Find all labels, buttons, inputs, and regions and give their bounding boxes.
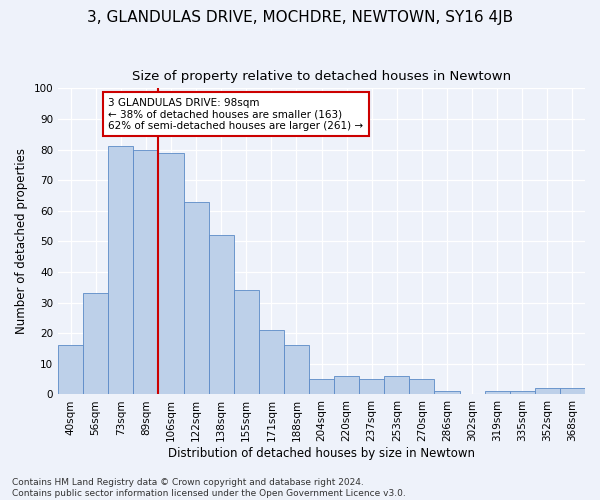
Bar xyxy=(58,346,83,395)
Bar xyxy=(535,388,560,394)
Bar xyxy=(184,202,209,394)
Text: 3, GLANDULAS DRIVE, MOCHDRE, NEWTOWN, SY16 4JB: 3, GLANDULAS DRIVE, MOCHDRE, NEWTOWN, SY… xyxy=(87,10,513,25)
Text: 3 GLANDULAS DRIVE: 98sqm
← 38% of detached houses are smaller (163)
62% of semi-: 3 GLANDULAS DRIVE: 98sqm ← 38% of detach… xyxy=(108,98,364,130)
Bar xyxy=(309,379,334,394)
Y-axis label: Number of detached properties: Number of detached properties xyxy=(15,148,28,334)
Bar xyxy=(158,152,184,394)
Bar xyxy=(485,392,510,394)
Bar xyxy=(334,376,359,394)
Text: Contains HM Land Registry data © Crown copyright and database right 2024.
Contai: Contains HM Land Registry data © Crown c… xyxy=(12,478,406,498)
Bar xyxy=(384,376,409,394)
Bar xyxy=(259,330,284,394)
X-axis label: Distribution of detached houses by size in Newtown: Distribution of detached houses by size … xyxy=(168,447,475,460)
Bar xyxy=(233,290,259,395)
Bar xyxy=(284,346,309,395)
Bar xyxy=(409,379,434,394)
Title: Size of property relative to detached houses in Newtown: Size of property relative to detached ho… xyxy=(132,70,511,83)
Bar xyxy=(108,146,133,394)
Bar xyxy=(510,392,535,394)
Bar xyxy=(209,236,233,394)
Bar xyxy=(359,379,384,394)
Bar xyxy=(83,294,108,394)
Bar xyxy=(560,388,585,394)
Bar xyxy=(133,150,158,394)
Bar xyxy=(434,392,460,394)
